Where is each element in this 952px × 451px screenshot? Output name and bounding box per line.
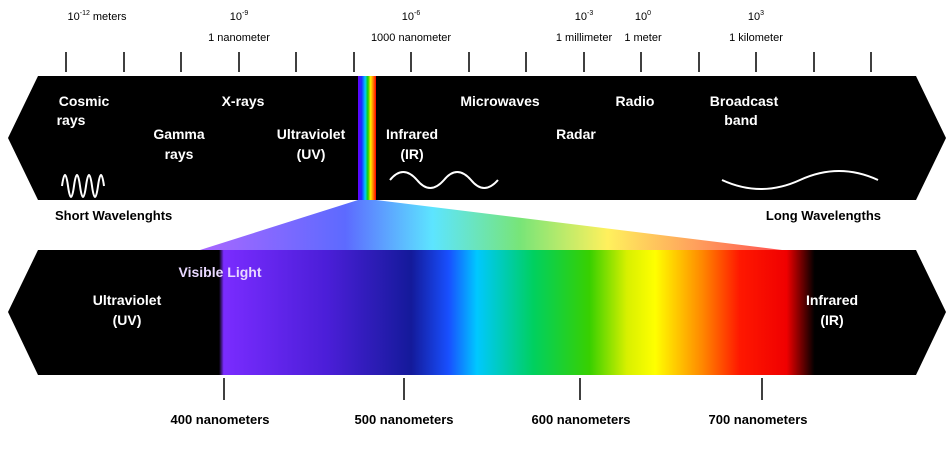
scale-ticks: [65, 52, 872, 72]
scale-name: 1000 nanometer: [371, 32, 451, 44]
power-exponent: -12: [80, 10, 90, 17]
band-label: Gamma rays: [153, 126, 205, 162]
line: Ultraviolet: [93, 292, 162, 308]
visible-fan: [200, 200, 782, 250]
scale-name: 1 nanometer: [208, 32, 270, 44]
power-exponent: -6: [414, 10, 420, 17]
line: Radio: [616, 93, 655, 109]
power-exponent: 0: [647, 10, 651, 17]
band-label: Microwaves: [460, 93, 540, 109]
power-base: 10: [575, 11, 587, 23]
line: Microwaves: [460, 93, 540, 109]
band-label: Broadcast band: [710, 93, 779, 128]
wavelength-label: 500 nanometers: [355, 412, 454, 427]
power-exponent: 3: [760, 10, 764, 17]
line: Cosmic: [59, 93, 110, 109]
band-label: Ultraviolet (UV): [93, 292, 162, 328]
line: Broadcast: [710, 93, 779, 109]
line: rays: [165, 146, 194, 162]
visible-band: [8, 250, 946, 375]
scale-label: 10-9: [230, 10, 249, 23]
spectrum-band: [8, 76, 946, 200]
scale-name: 1 millimeter: [556, 32, 613, 44]
wavelength-label: 400 nanometers: [171, 412, 270, 427]
scale-label: 10-3: [575, 10, 594, 23]
band-label: Infrared (IR): [386, 126, 438, 162]
power-base: 10: [68, 11, 80, 23]
band-label: Radio: [616, 93, 655, 109]
line: Infrared: [806, 292, 858, 308]
line: X-rays: [222, 93, 265, 109]
visible-title: Visible Light: [179, 264, 262, 280]
wave-icon: [721, 170, 879, 190]
line: rays: [57, 112, 86, 128]
band-label: Cosmic rays: [57, 93, 110, 128]
scale-label: 10-6: [402, 10, 421, 23]
line: (IR): [400, 146, 423, 162]
power-base: 10: [230, 11, 242, 23]
wavelength-label: 700 nanometers: [709, 412, 808, 427]
line: (UV): [297, 146, 326, 162]
short-label: Short Wavelenghts: [55, 208, 172, 223]
power-base: 10: [635, 11, 647, 23]
scale-label: 100: [635, 10, 651, 23]
power-exponent: -3: [587, 10, 593, 17]
wave-icon: [61, 174, 105, 198]
band-label: Ultraviolet (UV): [277, 126, 346, 162]
visible-strip: [358, 76, 376, 200]
band-label: X-rays: [222, 93, 265, 109]
long-label: Long Wavelengths: [766, 208, 881, 223]
scale-name: 1 meter: [624, 32, 662, 44]
line: (UV): [113, 312, 142, 328]
line: Ultraviolet: [277, 126, 346, 142]
power-base: 10: [748, 11, 760, 23]
wavelength-label: 600 nanometers: [532, 412, 631, 427]
unit: meters: [93, 11, 127, 23]
scale-name: 1 kilometer: [729, 32, 783, 44]
band-label: Infrared (IR): [806, 292, 858, 328]
line: Radar: [556, 126, 596, 142]
scale-label: 10-12 meters: [68, 10, 127, 23]
band-label: Radar: [556, 126, 596, 142]
wave-icon: [389, 171, 499, 189]
power-exponent: -9: [242, 10, 248, 17]
line: band: [724, 112, 757, 128]
line: (IR): [820, 312, 843, 328]
scale-label: 103: [748, 10, 764, 23]
line: Gamma: [153, 126, 205, 142]
line: Infrared: [386, 126, 438, 142]
power-base: 10: [402, 11, 414, 23]
